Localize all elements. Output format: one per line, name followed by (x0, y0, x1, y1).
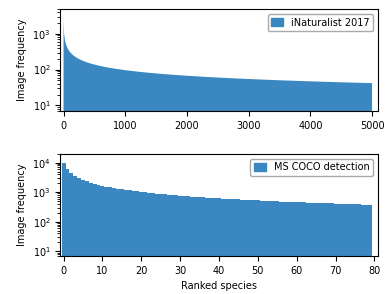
Bar (248, 200, 252, 294)
Legend: iNaturalist 2017: iNaturalist 2017 (268, 14, 374, 31)
Bar (345, 204, 349, 294)
Bar (124, 190, 128, 294)
Bar (217, 198, 221, 294)
Bar (120, 189, 124, 294)
Bar (361, 205, 365, 294)
Bar (112, 188, 116, 294)
Bar (89, 183, 93, 294)
Bar (221, 198, 225, 294)
Bar (73, 176, 77, 294)
Bar (170, 195, 174, 294)
Bar (326, 203, 330, 294)
Bar (85, 181, 89, 294)
Bar (198, 197, 202, 294)
Bar (186, 196, 190, 294)
Bar (310, 203, 314, 294)
Bar (213, 198, 217, 294)
Bar (314, 203, 318, 294)
Bar (295, 202, 299, 294)
Bar (163, 194, 167, 294)
Bar (279, 201, 283, 294)
Bar (229, 199, 232, 294)
Bar (318, 203, 322, 294)
Bar (66, 169, 69, 294)
Bar (260, 201, 264, 294)
Bar (209, 198, 213, 294)
Bar (139, 192, 143, 294)
Bar (105, 186, 108, 294)
Bar (244, 200, 248, 294)
Bar (108, 187, 112, 294)
Bar (174, 195, 178, 294)
Bar (182, 196, 186, 294)
Bar (349, 204, 353, 294)
Bar (365, 205, 369, 294)
Bar (77, 178, 81, 294)
Bar (128, 191, 131, 294)
Bar (232, 199, 236, 294)
Bar (178, 196, 182, 294)
Bar (147, 193, 151, 294)
Bar (369, 205, 372, 294)
Bar (283, 202, 287, 294)
Bar (159, 194, 163, 294)
Bar (299, 202, 303, 294)
Bar (287, 202, 291, 294)
Bar (93, 184, 97, 294)
Bar (143, 192, 147, 294)
Bar (155, 193, 159, 294)
Bar (97, 185, 101, 294)
Bar (131, 191, 135, 294)
Bar (81, 180, 85, 294)
Bar (225, 199, 229, 294)
Bar (341, 204, 345, 294)
Bar (69, 173, 73, 294)
Bar (252, 200, 256, 294)
Bar (190, 196, 194, 294)
Bar (333, 204, 337, 294)
Bar (116, 189, 120, 294)
Bar (202, 197, 206, 294)
Bar (135, 191, 139, 294)
Bar (271, 201, 275, 294)
Bar (256, 201, 260, 294)
X-axis label: Ranked species: Ranked species (181, 281, 257, 291)
Bar (307, 203, 310, 294)
Bar (291, 202, 295, 294)
Bar (357, 204, 361, 294)
Bar (264, 201, 268, 294)
Bar (206, 198, 209, 294)
Bar (151, 193, 155, 294)
Bar (330, 203, 333, 294)
Bar (303, 203, 307, 294)
Bar (240, 200, 244, 294)
Y-axis label: Image frequency: Image frequency (17, 19, 27, 101)
Bar (268, 201, 271, 294)
Bar (167, 195, 170, 294)
Bar (236, 199, 240, 294)
Bar (101, 186, 105, 294)
Bar (62, 163, 66, 294)
Bar (194, 197, 198, 294)
Legend: MS COCO detection: MS COCO detection (250, 158, 374, 176)
Bar (322, 203, 326, 294)
Bar (275, 201, 279, 294)
Y-axis label: Image frequency: Image frequency (17, 163, 27, 246)
Bar (353, 204, 357, 294)
Bar (337, 204, 341, 294)
